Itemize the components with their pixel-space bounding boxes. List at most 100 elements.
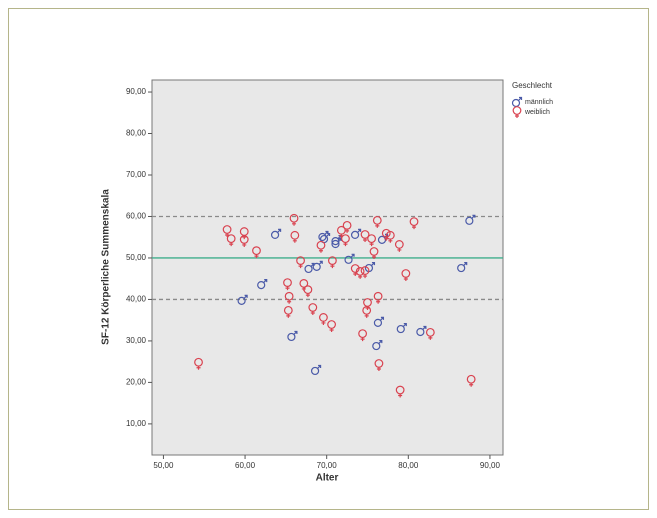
marker-cross [363, 274, 368, 279]
y-tick-label: 90,00 [126, 87, 147, 96]
point [465, 214, 476, 225]
marker-arrow [263, 278, 268, 284]
point [372, 215, 382, 228]
point [319, 313, 328, 325]
marker-cross [364, 314, 369, 318]
point [360, 230, 370, 242]
point [350, 228, 362, 239]
point [381, 228, 391, 241]
marker-ring [287, 332, 296, 342]
point [344, 253, 355, 264]
y-tick-label: 50,00 [126, 253, 147, 262]
marker-ring [304, 264, 313, 274]
marker-cross [363, 238, 368, 242]
point [257, 278, 268, 290]
marker-cross [298, 264, 303, 269]
y-tick-label: 80,00 [126, 129, 147, 138]
point [308, 303, 318, 315]
point [290, 230, 300, 243]
point [226, 234, 236, 247]
marker-cross [369, 242, 374, 247]
marker-arrow [277, 228, 282, 233]
marker-cross [403, 277, 408, 281]
point [350, 264, 360, 276]
x-tick-label: 90,00 [480, 461, 501, 470]
point [416, 325, 427, 337]
marker-arrow [518, 96, 523, 101]
marker-cross [388, 239, 393, 243]
marker-cross [330, 264, 335, 269]
point [318, 230, 329, 242]
legend-label: weiblich [524, 109, 550, 116]
marker-cross [229, 242, 234, 247]
x-tick-label: 50,00 [153, 461, 174, 470]
x-tick-label: 80,00 [398, 461, 419, 470]
legend-label: männlich [525, 99, 553, 106]
y-tick-label: 20,00 [126, 378, 147, 387]
marker-cross [376, 367, 381, 371]
marker-ring [312, 262, 321, 271]
marker-arrow [402, 322, 407, 327]
marker-arrow [243, 294, 248, 299]
marker-arrow [463, 261, 468, 267]
point [394, 240, 404, 252]
point [194, 357, 203, 370]
marker-ring [350, 230, 360, 239]
point [409, 217, 419, 230]
marker-cross [285, 286, 290, 291]
marker-cross [398, 393, 403, 398]
marker-arrow [317, 364, 322, 369]
point [341, 234, 350, 247]
point [283, 278, 292, 291]
point [312, 260, 323, 271]
marker-ring [373, 318, 383, 327]
marker-arrow [326, 232, 331, 237]
point [342, 220, 352, 233]
marker-arrow [293, 330, 298, 335]
point [237, 294, 248, 305]
marker-ring [396, 324, 405, 334]
y-axis-title: SF-12 Körperliche Summenskala [101, 189, 112, 345]
marker-ring [318, 232, 327, 242]
point [327, 256, 337, 269]
marker-cross [254, 254, 259, 259]
point [367, 234, 376, 247]
marker-cross [397, 248, 402, 252]
point [289, 213, 299, 226]
marker-cross [321, 321, 326, 325]
point [466, 374, 476, 387]
marker-cross [376, 300, 381, 304]
marker-ring [270, 230, 280, 239]
marker-ring [512, 106, 522, 115]
marker-ring [331, 237, 340, 246]
point [270, 228, 282, 239]
marker-ring [257, 280, 266, 290]
marker-cross [286, 314, 291, 318]
marker-cross [242, 243, 247, 247]
point [385, 230, 395, 243]
point [310, 364, 322, 376]
point [374, 359, 384, 371]
point [457, 261, 468, 273]
point [373, 316, 385, 327]
marker-cross [329, 328, 334, 332]
marker-cross [305, 293, 310, 298]
marker-cross [310, 311, 315, 315]
point [239, 235, 249, 247]
marker-arrow [357, 228, 362, 233]
marker-ring [416, 327, 425, 337]
marker-arrow [371, 261, 376, 267]
marker-ring [465, 216, 474, 225]
marker-cross [318, 249, 323, 253]
legend-marker [512, 106, 522, 118]
point [303, 285, 313, 298]
y-tick-label: 10,00 [126, 419, 147, 428]
marker-cross [358, 275, 363, 279]
marker-cross [292, 239, 297, 243]
marker-cross [225, 233, 230, 237]
point [355, 266, 365, 279]
marker-arrow [471, 214, 476, 219]
point [358, 329, 368, 342]
point [284, 291, 294, 304]
